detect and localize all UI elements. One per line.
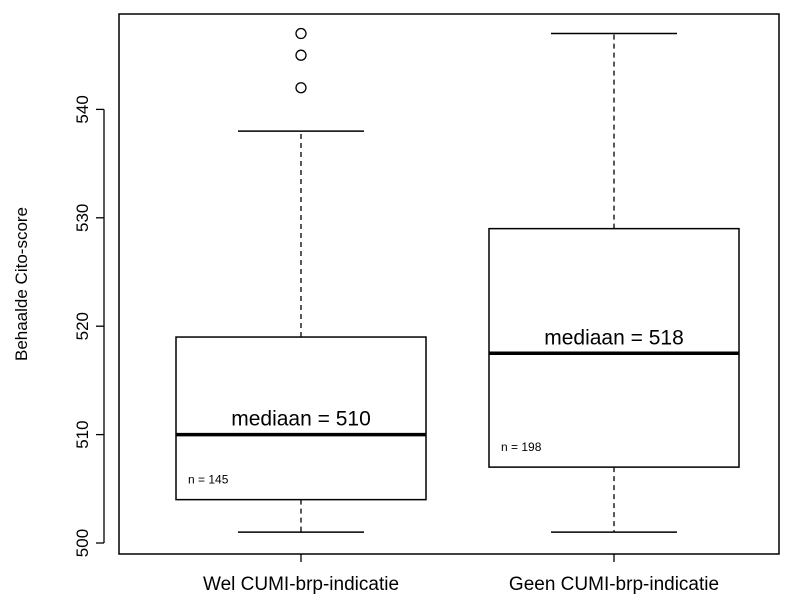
y-tick-label: 500 — [73, 529, 92, 557]
y-tick-label: 530 — [73, 204, 92, 232]
median-label: mediaan = 518 — [544, 326, 684, 349]
x-category-label: Wel CUMI-brp-indicatie — [203, 574, 399, 595]
x-axis: Wel CUMI-brp-indicatie Geen CUMI-brp-indi… — [203, 554, 719, 595]
box-group: mediaan = 510 n = 145 — [175, 27, 427, 533]
y-tick-label: 510 — [73, 420, 92, 448]
n-label: n = 198 — [501, 440, 542, 454]
box-group: mediaan = 518 n = 198 — [488, 32, 740, 533]
iqr-box — [175, 336, 427, 501]
outlier-point — [295, 49, 307, 61]
median-label: mediaan = 510 — [231, 408, 371, 431]
plot-frame — [118, 13, 780, 555]
x-category-label: Geen CUMI-brp-indicatie — [509, 574, 719, 595]
boxes: mediaan = 510 n = 145 mediaan = 518 n = 198 — [175, 27, 740, 533]
y-axis: 500 510 520 530 540 — [73, 95, 105, 557]
y-tick-label: 540 — [73, 95, 92, 123]
outlier-point — [295, 27, 307, 40]
n-label: n = 145 — [188, 473, 229, 487]
outlier-point — [295, 82, 307, 94]
y-axis-title: Behaalde Cito-score — [12, 207, 31, 361]
iqr-box — [488, 227, 740, 468]
y-tick-label: 520 — [73, 312, 92, 340]
